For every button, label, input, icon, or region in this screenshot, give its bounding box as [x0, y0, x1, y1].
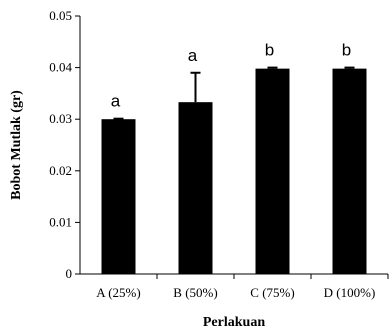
y-tick-label: 0.02: [49, 163, 72, 178]
y-axis-title: Bobot Mutlak (gr): [9, 90, 24, 200]
y-tick-label: 0.03: [49, 111, 72, 126]
y-tick-label: 0.05: [49, 8, 72, 23]
plot-area: 0 0.01 0.02 0.03 0.04 0.05 a A (25%) a B (50%) b C …: [49, 8, 389, 300]
y-tick-label: 0: [66, 266, 73, 281]
x-axis-title: Perlakuan: [203, 315, 265, 330]
x-category-label: B (50%): [173, 285, 217, 300]
significance-label: b: [265, 41, 274, 60]
bar: [332, 68, 367, 275]
x-category-label: D (100%): [324, 285, 376, 300]
significance-label: a: [111, 92, 121, 111]
y-tick-label: 0.01: [49, 214, 72, 229]
x-category-label: C (75%): [250, 285, 294, 300]
bar: [178, 102, 213, 274]
significance-label: a: [188, 46, 198, 65]
bar: [101, 119, 136, 274]
significance-label: b: [342, 41, 351, 60]
bar: [255, 68, 290, 275]
y-tick-label: 0.04: [49, 60, 72, 75]
x-category-label: A (25%): [96, 285, 140, 300]
